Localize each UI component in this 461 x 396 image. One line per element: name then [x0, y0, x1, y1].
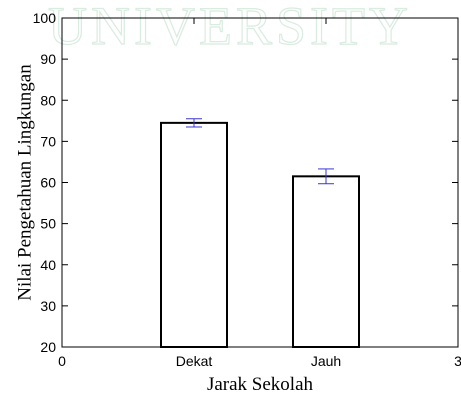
watermark-text: UNIVERSITY [48, 0, 412, 56]
chart-marks: 20 30 40 50 60 70 80 90 100 0 Dekat Jauh 3 [33, 10, 461, 369]
y-axis-title: Nilai Pengetahuan Lingkungan [15, 64, 36, 301]
bar-dekat [160, 121, 228, 349]
y-tick-label: 100 [33, 10, 57, 26]
x-tick-label: 3 [454, 353, 461, 369]
x-tick-label: Jauh [311, 353, 341, 369]
y-tick-label: 90 [40, 51, 56, 67]
y-tick-label: 50 [40, 216, 56, 232]
y-tick-label: 40 [40, 257, 56, 273]
y-tick-label: 70 [40, 133, 56, 149]
x-axis-title: Jarak Sekolah [207, 374, 314, 395]
plot-frame [61, 17, 459, 348]
x-tick-label: 0 [58, 353, 66, 369]
x-tick-label: Dekat [176, 353, 213, 369]
y-tick-label: 30 [40, 298, 56, 314]
y-tick-label: 60 [40, 175, 56, 191]
bar-jauh [292, 175, 360, 348]
y-tick-label: 80 [40, 92, 56, 108]
y-tick-label: 20 [40, 339, 56, 355]
